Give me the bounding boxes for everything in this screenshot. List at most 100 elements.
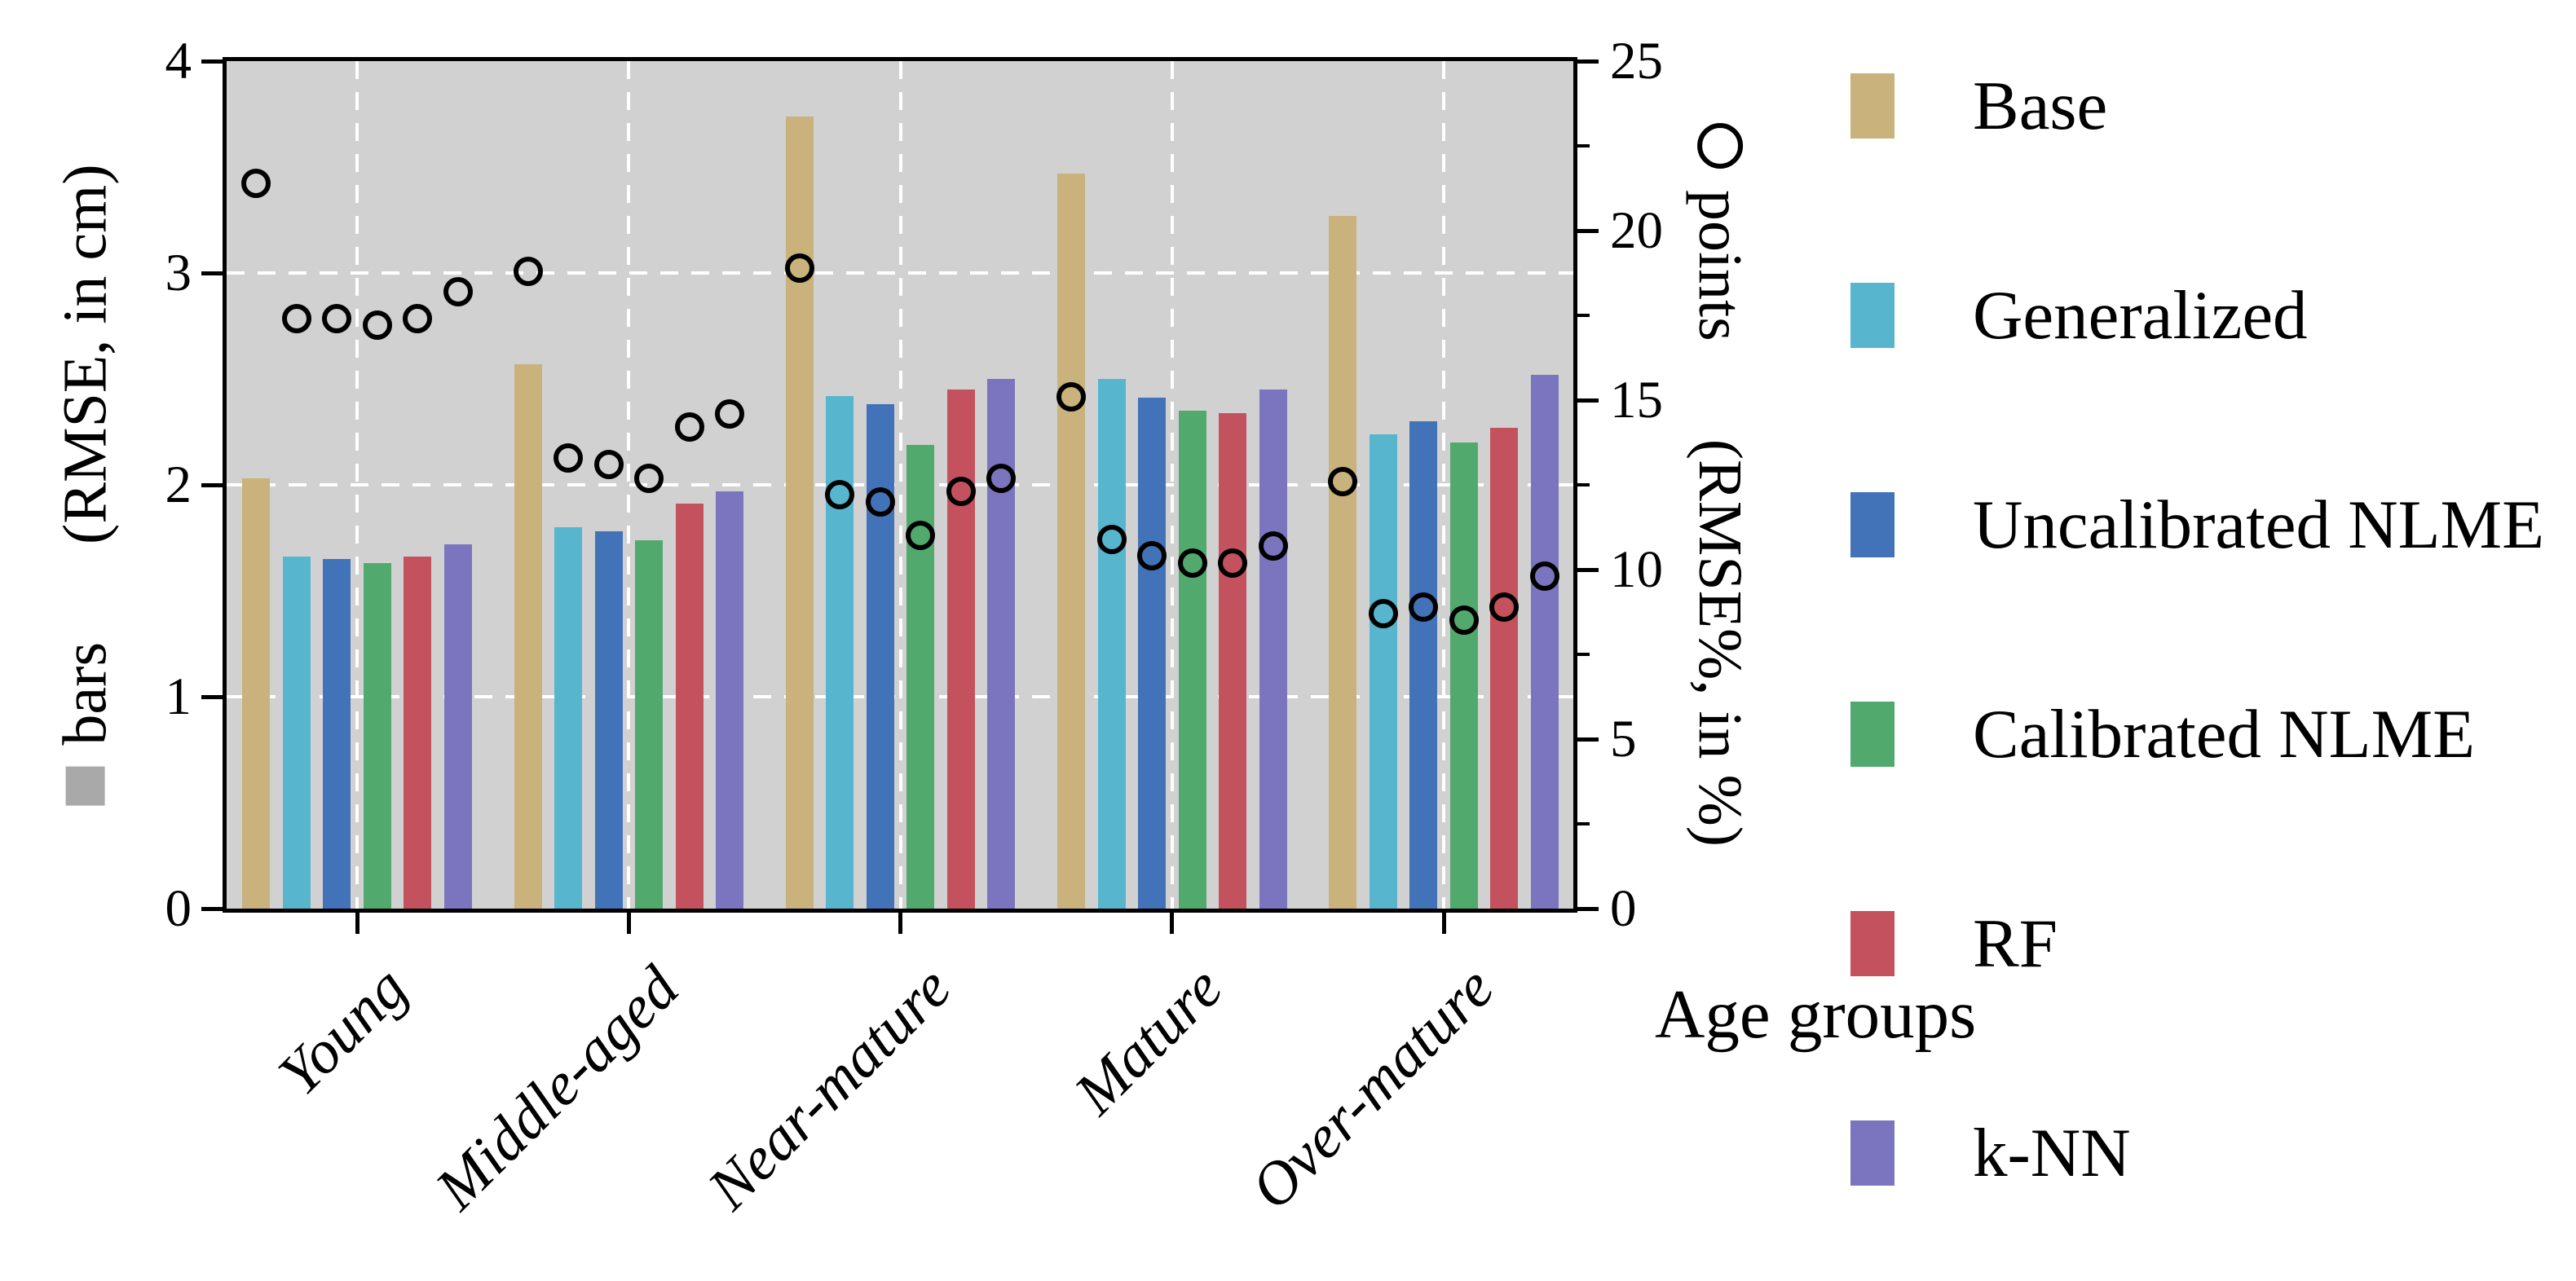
right-axis-minor-tick [1577, 144, 1590, 147]
right-axis-tick [1577, 398, 1599, 403]
bar-k-NN-Middle-aged [716, 491, 743, 909]
legend-label: RF [1973, 905, 2058, 982]
legend-item-Base: Base [1850, 69, 2107, 143]
point-RF-Middle-aged [674, 412, 704, 442]
x-axis-tick [898, 913, 902, 934]
right-axis-tick-label: 0 [1610, 879, 1637, 938]
legend-swatch-icon [1850, 73, 1895, 139]
right-axis-unit-label: (RMSE%, in %) [1686, 438, 1754, 847]
gridline-vertical [627, 61, 631, 909]
left-axis-tick-label: 4 [165, 32, 192, 90]
point-Generalized-Near-mature [825, 480, 855, 510]
point-RF-Mature [1218, 548, 1247, 578]
x-axis-title: Age groups [1655, 976, 1977, 1053]
point-Calibrated NLME-Over-mature [1449, 605, 1479, 636]
legend-swatch-icon [1850, 702, 1895, 767]
point-Uncalibrated NLME-Near-mature [865, 486, 895, 517]
bar-RF-Mature [1219, 412, 1246, 909]
bar-RF-Middle-aged [675, 504, 704, 909]
legend-item-RF: RF [1850, 907, 2058, 980]
left-axis-tick [201, 694, 223, 699]
bar-swatch-icon [66, 766, 106, 806]
right-axis-minor-tick [1577, 314, 1590, 317]
legend-label: Base [1973, 68, 2108, 144]
right-axis-tick [1577, 228, 1599, 233]
gridline-vertical [898, 61, 902, 909]
right-axis-tick-label: 15 [1610, 371, 1663, 429]
bar-k-NN-Young [443, 544, 472, 909]
right-axis-tick-label: 20 [1610, 201, 1663, 260]
legend-label: k-NN [1973, 1115, 2131, 1191]
point-Base-Near-mature [784, 253, 814, 283]
left-axis-tick-label: 3 [165, 244, 192, 302]
point-Base-Over-mature [1328, 466, 1358, 496]
right-axis-tick [1577, 737, 1599, 742]
left-axis-tick-label: 0 [165, 879, 192, 938]
bar-Calibrated NLME-Mature [1178, 411, 1206, 909]
right-axis-tick-label: 25 [1610, 32, 1663, 90]
x-axis-tick [355, 913, 359, 934]
bar-Calibrated NLME-Near-mature [906, 444, 935, 909]
bar-RF-Near-mature [946, 390, 975, 909]
right-axis-minor-tick [1577, 822, 1590, 825]
point-Calibrated NLME-Middle-aged [634, 463, 664, 493]
right-axis-tick [1577, 567, 1599, 572]
point-k-NN-Middle-aged [715, 398, 744, 429]
legend-item-k-NN: k-NN [1850, 1116, 2131, 1190]
right-axis-tick-label: 5 [1610, 710, 1637, 768]
legend-item-Calibrated NLME: Calibrated NLME [1850, 698, 2475, 771]
bar-Generalized-Mature [1097, 379, 1126, 909]
bar-Calibrated NLME-Young [363, 563, 391, 909]
bar-Calibrated NLME-Middle-aged [635, 539, 663, 909]
legend-item-Uncalibrated NLME: Uncalibrated NLME [1850, 488, 2544, 561]
point-RF-Young [403, 304, 433, 334]
x-axis-tick [1170, 913, 1175, 934]
left-axis-tick-label: 1 [165, 667, 192, 726]
legend-label: Uncalibrated NLME [1973, 486, 2545, 563]
bar-Base-Mature [1057, 173, 1085, 909]
bar-Calibrated NLME-Over-mature [1449, 442, 1478, 909]
right-axis-tick [1577, 906, 1599, 911]
legend-label: Calibrated NLME [1973, 696, 2476, 773]
point-Uncalibrated NLME-Mature [1137, 541, 1167, 571]
bar-Uncalibrated NLME-Mature [1138, 398, 1166, 909]
bar-Base-Young [242, 478, 271, 909]
left-axis-tick-label: 2 [165, 456, 192, 514]
bar-Base-Middle-aged [514, 363, 542, 909]
gridline-vertical [1442, 61, 1445, 909]
bar-k-NN-Near-mature [987, 379, 1016, 909]
bar-RF-Young [404, 557, 432, 909]
point-k-NN-Near-mature [986, 463, 1017, 493]
left-axis-tick [201, 59, 223, 64]
point-Generalized-Mature [1096, 524, 1127, 554]
right-axis-minor-tick [1577, 483, 1590, 486]
x-axis-tick [626, 913, 631, 934]
legend-swatch-icon [1850, 283, 1895, 348]
point-k-NN-Young [443, 276, 473, 306]
legend-swatch-icon [1850, 1120, 1895, 1186]
plot-area [223, 57, 1577, 913]
bar-Base-Over-mature [1329, 215, 1357, 909]
right-axis-minor-tick [1577, 653, 1590, 656]
point-RF-Over-mature [1489, 592, 1520, 622]
left-axis-tick [201, 906, 223, 911]
bar-Uncalibrated NLME-Young [323, 559, 351, 909]
plot-canvas [227, 61, 1573, 909]
bar-Generalized-Middle-aged [554, 527, 582, 909]
point-Calibrated NLME-Near-mature [906, 521, 936, 551]
right-axis-tick [1577, 59, 1599, 64]
bar-RF-Over-mature [1490, 427, 1519, 909]
bar-Uncalibrated NLME-Over-mature [1409, 421, 1438, 909]
point-RF-Near-mature [946, 477, 976, 507]
right-axis-tick-label: 10 [1610, 540, 1663, 599]
point-Generalized-Over-mature [1368, 599, 1398, 629]
legend-label: Generalized [1973, 277, 2308, 354]
gridline-vertical [355, 61, 359, 909]
right-axis-title-wrap: points (RMSE%, in %) [1655, 61, 1785, 909]
point-k-NN-Over-mature [1529, 561, 1559, 592]
point-Base-Mature [1056, 381, 1086, 412]
point-k-NN-Mature [1258, 530, 1288, 561]
bar-k-NN-Over-mature [1530, 374, 1559, 909]
legend-swatch-icon [1850, 911, 1895, 976]
